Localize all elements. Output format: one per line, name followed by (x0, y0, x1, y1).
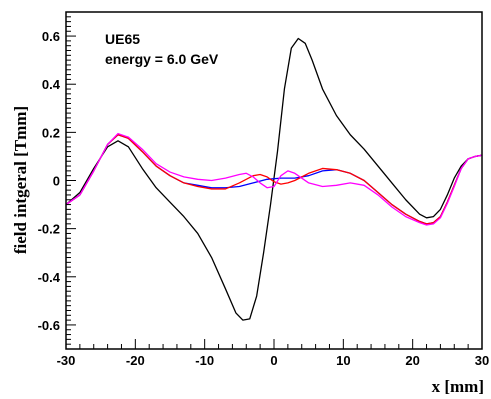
axis-ticks (65, 11, 483, 350)
x-axis-label: x [mm] (432, 377, 484, 396)
tick-labels: -30 -20 -10 0 10 20 30 -0.6 -0.4 -0.2 0 0.2 0.4 0.6 (38, 29, 490, 368)
annotation-title: UE65 (105, 31, 140, 47)
y-tick-label: 0 (53, 174, 60, 189)
plot-lines (65, 37, 483, 321)
series-line-0 (65, 37, 483, 321)
y-tick-label: -0.4 (38, 270, 61, 285)
y-tick-label: -0.6 (38, 318, 60, 333)
x-tick-label: 10 (336, 353, 350, 368)
x-tick-label: -20 (126, 353, 145, 368)
annotation-energy: energy = 6.0 GeV (105, 51, 219, 67)
series-line-1 (65, 134, 483, 225)
x-tick-label: 20 (405, 353, 419, 368)
x-tick-label: 30 (475, 353, 489, 368)
x-tick-label: 0 (270, 353, 277, 368)
series-line-3 (65, 132, 483, 226)
y-tick-label: -0.2 (38, 222, 60, 237)
y-tick-label: 0.4 (42, 77, 61, 92)
series-line-2 (65, 134, 483, 225)
x-tick-label: -30 (57, 353, 76, 368)
y-tick-label: 0.2 (42, 125, 60, 140)
y-axis-label: field intgeral [Tmm] (11, 106, 30, 254)
x-tick-label: -10 (195, 353, 214, 368)
y-tick-label: 0.6 (42, 29, 60, 44)
